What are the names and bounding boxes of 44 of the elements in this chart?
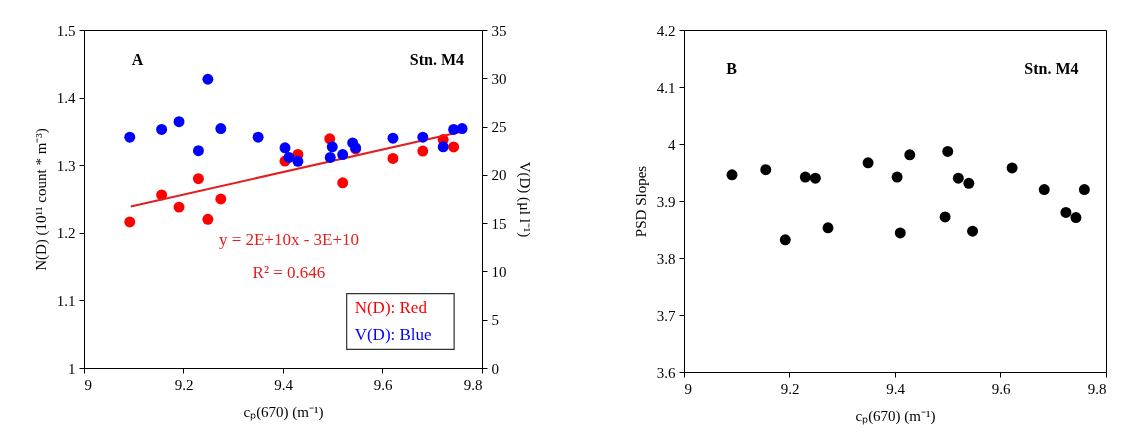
y-tick-label: 1 bbox=[68, 360, 76, 377]
y-tick-label: 1.1 bbox=[56, 292, 76, 309]
x-tick-label: 9.4 bbox=[886, 380, 906, 397]
y-tick-label: 4.1 bbox=[656, 79, 676, 96]
x-axis-title: cₚ(670) (m⁻¹) bbox=[243, 403, 324, 421]
annotation: R² = 0.646 bbox=[252, 263, 326, 283]
y2-tick-label: 0 bbox=[491, 360, 499, 377]
x-axis-title: cₚ(670) (m⁻¹) bbox=[855, 407, 936, 425]
y-tick-label: 1.5 bbox=[56, 22, 76, 39]
y2-tick-label: 30 bbox=[491, 70, 507, 87]
y2-tick-label: 10 bbox=[491, 263, 507, 280]
y2-axis-title: V(D) (µl l⁻¹) bbox=[515, 161, 533, 238]
annotation: Stn. M4 bbox=[1024, 60, 1079, 78]
x-tick-label: 9.6 bbox=[373, 376, 393, 393]
y-tick-label: 4.2 bbox=[656, 22, 676, 39]
y-axis-title: PSD Slopes bbox=[632, 165, 649, 238]
y-tick-label: 3.7 bbox=[656, 307, 676, 324]
x-tick-label: 9.4 bbox=[274, 376, 294, 393]
y-axis-title: N(D) (10¹¹ count * m⁻³) bbox=[32, 128, 50, 271]
y2-tick-label: 35 bbox=[491, 22, 507, 39]
y2-tick-label: 20 bbox=[491, 167, 507, 184]
y2-tick-label: 5 bbox=[491, 312, 499, 329]
annotation: Stn. M4 bbox=[409, 51, 465, 69]
annotation: A bbox=[131, 51, 144, 69]
y-tick-label: 4 bbox=[668, 136, 676, 153]
y-tick-label: 3.8 bbox=[656, 250, 676, 267]
text: N(D): Red bbox=[354, 297, 428, 317]
y-tick-label: 1.3 bbox=[56, 157, 76, 174]
annotation: y = 2E+10x - 3E+10 bbox=[218, 229, 360, 249]
text: V(D): Blue bbox=[354, 325, 432, 345]
x-tick-label: 9 bbox=[684, 380, 692, 397]
annotation: B bbox=[726, 60, 738, 78]
x-tick-label: 9.8 bbox=[1087, 380, 1107, 397]
x-tick-label: 9.2 bbox=[780, 380, 800, 397]
y2-tick-label: 15 bbox=[491, 215, 507, 232]
y-tick-label: 3.9 bbox=[656, 193, 676, 210]
x-tick-label: 9.6 bbox=[991, 380, 1011, 397]
x-tick-label: 9 bbox=[84, 376, 92, 393]
x-tick-label: 9.2 bbox=[174, 376, 194, 393]
x-tick-label: 9.8 bbox=[463, 376, 483, 393]
y-tick-label: 3.6 bbox=[656, 364, 676, 381]
y-tick-label: 1.4 bbox=[56, 90, 76, 107]
y-tick-label: 1.2 bbox=[56, 225, 76, 242]
y2-tick-label: 25 bbox=[491, 119, 507, 136]
